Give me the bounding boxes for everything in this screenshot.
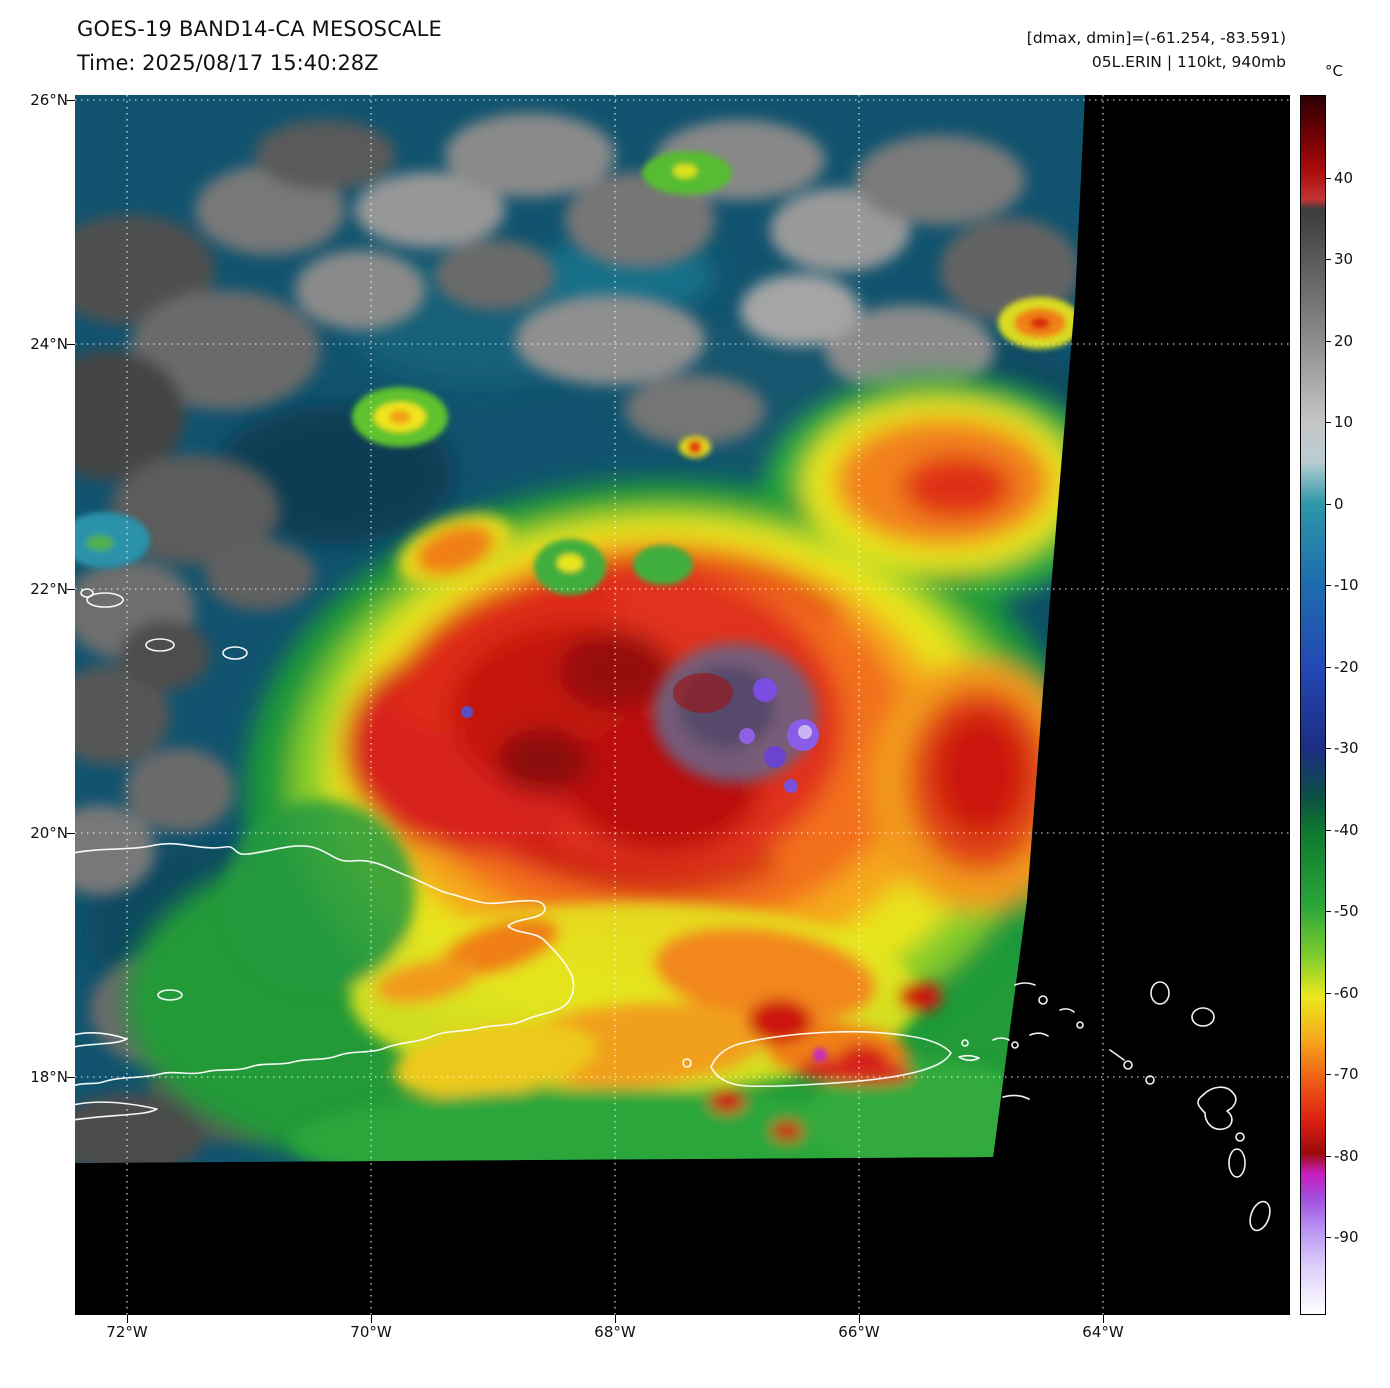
- colorbar-tick-label: -20: [1334, 658, 1359, 676]
- colorbar-tick-label: 30: [1334, 250, 1354, 268]
- colorbar-tick-mark: [1326, 1237, 1331, 1238]
- longitude-tick-label: 64°W: [1082, 1323, 1124, 1341]
- coastline-dominica: [1228, 1148, 1246, 1178]
- colorbar-tick-label: -40: [1334, 821, 1359, 839]
- colorbar: [1300, 95, 1326, 1315]
- longitude-tick-mark: [615, 1315, 616, 1323]
- latitude-tick-mark: [67, 589, 75, 590]
- coastline-montserrat: [1145, 1075, 1155, 1085]
- coastline-st-kitts: [1109, 1049, 1125, 1061]
- colorbar-tick-mark: [1326, 259, 1331, 260]
- coastlines: [75, 588, 1271, 1232]
- colorbar-tick-mark: [1326, 585, 1331, 586]
- colorbar-tick-label: 40: [1334, 169, 1354, 187]
- colorbar-tick-label: -30: [1334, 739, 1359, 757]
- longitude-tick-label: 68°W: [594, 1323, 636, 1341]
- colorbar-tick-mark: [1326, 830, 1331, 831]
- coastline-puerto-rico: [710, 1030, 952, 1088]
- latitude-tick-label: 26°N: [30, 91, 68, 109]
- satellite-map: Copyright © 2020-2025 Dapiya: [75, 95, 1290, 1388]
- longitude-tick-mark: [127, 1315, 128, 1323]
- coastline-haiti-tiburon: [75, 1101, 158, 1121]
- latitude-tick-label: 18°N: [30, 1068, 68, 1086]
- colorbar-tick-label: -10: [1334, 576, 1359, 594]
- colorbar-tick-mark: [1326, 993, 1331, 994]
- coastline-guadeloupe: [1197, 1086, 1237, 1131]
- coastline-turks-3: [222, 646, 248, 660]
- latitude-tick-mark: [67, 833, 75, 834]
- gridlines: [75, 95, 1290, 1315]
- south-rainband-layer: [225, 513, 1049, 1163]
- colorbar-tick-mark: [1326, 1156, 1331, 1157]
- coastline-haiti-north-claw: [75, 1032, 128, 1048]
- coastline-st-john: [1011, 1041, 1019, 1049]
- coastline-saba: [1076, 1021, 1084, 1029]
- colorbar-tick-mark: [1326, 1074, 1331, 1075]
- coastline-st-thomas: [992, 1037, 1010, 1041]
- colorbar-tick-label: -80: [1334, 1147, 1359, 1165]
- coastline-st-eustatius: [1029, 1032, 1049, 1037]
- longitude-tick-label: 70°W: [350, 1323, 392, 1341]
- latitude-tick-mark: [67, 100, 75, 101]
- plot-title: GOES-19 BAND14-CA MESOSCALE: [77, 17, 443, 41]
- colorbar-tick-mark: [1326, 667, 1331, 668]
- longitude-tick-mark: [371, 1315, 372, 1323]
- colorbar-tick-label: 10: [1334, 413, 1354, 431]
- colorbar-gradient: [1301, 96, 1325, 1314]
- colorbar-tick-mark: [1326, 504, 1331, 505]
- coastline-antigua: [1191, 1007, 1215, 1027]
- convective-spot-layer: [75, 151, 1082, 1062]
- coastline-nevis: [1123, 1060, 1133, 1070]
- dmax-dmin-readout: [dmax, dmin]=(-61.254, -83.591): [1026, 29, 1286, 47]
- colorbar-tick-label: -90: [1334, 1228, 1359, 1246]
- coastline-marie-galante: [1235, 1132, 1245, 1142]
- coastline-culebra: [961, 1039, 969, 1047]
- longitude-tick-label: 66°W: [838, 1323, 880, 1341]
- coastline-hispaniola: [75, 842, 575, 1087]
- coastline-st-barth: [1059, 1008, 1075, 1013]
- satellite-imagery: [75, 95, 1290, 1315]
- scan-region: [75, 95, 1085, 1163]
- colorbar-tick-mark: [1326, 748, 1331, 749]
- colorbar-tick-label: -50: [1334, 902, 1359, 920]
- longitude-tick-mark: [1103, 1315, 1104, 1323]
- latitude-tick-mark: [67, 1077, 75, 1078]
- colorbar-unit-label: °C: [1325, 62, 1343, 80]
- cold-top-purple-layer: [461, 673, 819, 793]
- latitude-tick-label: 20°N: [30, 824, 68, 842]
- colorbar-tick-mark: [1326, 341, 1331, 342]
- copyright-watermark: Copyright © 2020-2025 Dapiya: [157, 1369, 454, 1388]
- latitude-tick-label: 22°N: [30, 580, 68, 598]
- colorbar-tick-label: 20: [1334, 332, 1354, 350]
- coastline-turks-1: [86, 592, 124, 608]
- coastline-barbuda: [1150, 981, 1170, 1005]
- longitude-tick-label: 72°W: [106, 1323, 148, 1341]
- longitude-tick-mark: [859, 1315, 860, 1323]
- latitude-tick-label: 24°N: [30, 335, 68, 353]
- colorbar-tick-label: -70: [1334, 1065, 1359, 1083]
- timestamp: Time: 2025/08/17 15:40:28Z: [77, 51, 379, 75]
- colorbar-tick-mark: [1326, 911, 1331, 912]
- colorbar-tick-label: 0: [1334, 495, 1344, 513]
- coastline-vieques: [958, 1054, 980, 1062]
- readout-block: [dmax, dmin]=(-61.254, -83.591) 05L.ERIN…: [1027, 26, 1286, 74]
- coastline-martinique: [1249, 1200, 1271, 1232]
- coastline-gonave: [157, 989, 183, 1001]
- coastline-mona: [682, 1058, 692, 1068]
- storm-info-readout: 05L.ERIN | 110kt, 940mb: [1091, 53, 1286, 71]
- coastline-turks-2: [145, 638, 175, 652]
- colorbar-tick-label: -60: [1334, 984, 1359, 1002]
- coastline-anguilla: [1014, 982, 1036, 986]
- coastline-st-martin: [1038, 995, 1048, 1005]
- colorbar-tick-mark: [1326, 178, 1331, 179]
- colorbar-tick-mark: [1326, 422, 1331, 423]
- coastline-st-croix: [1002, 1094, 1030, 1100]
- latitude-tick-mark: [67, 344, 75, 345]
